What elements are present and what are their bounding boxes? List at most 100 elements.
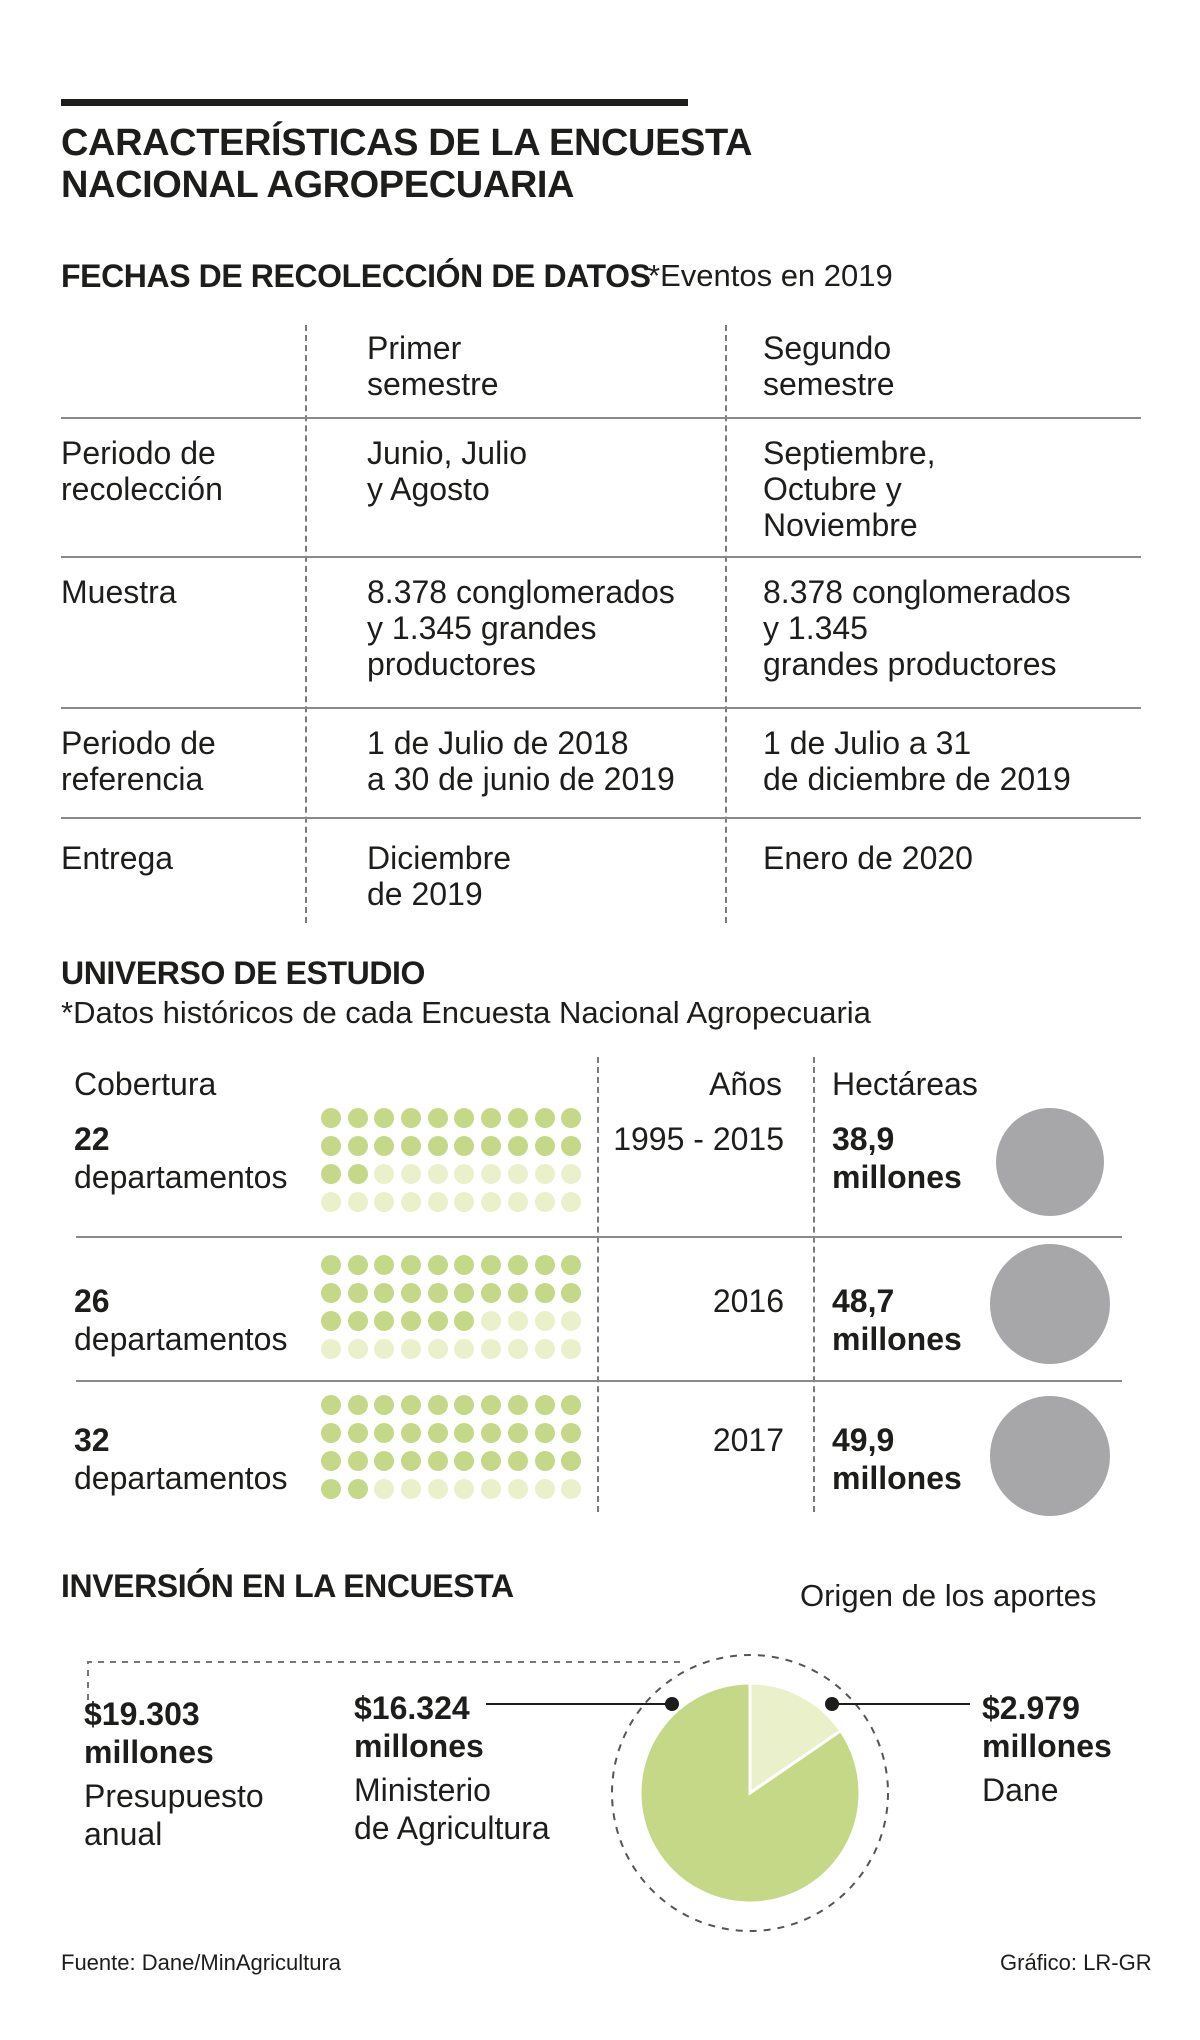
department-dot-filled bbox=[321, 1395, 341, 1415]
hectares-header: Hectáreas bbox=[832, 1066, 978, 1102]
dane-unit: millones bbox=[982, 1728, 1112, 1764]
department-dot-filled bbox=[401, 1311, 422, 1331]
department-dot-empty bbox=[401, 1479, 422, 1499]
department-dot-filled bbox=[401, 1108, 422, 1128]
department-dot-empty bbox=[427, 1164, 448, 1184]
department-dot-filled bbox=[347, 1255, 368, 1275]
dot-grid-32 bbox=[321, 1395, 582, 1499]
department-dot-filled bbox=[534, 1108, 555, 1128]
page-title-line1: CARACTERÍSTICAS DE LA ENCUESTA bbox=[61, 122, 753, 164]
row-label-line: Periodo de bbox=[61, 435, 216, 471]
hectares-value: 48,7 bbox=[832, 1283, 895, 1319]
dates-heading: FECHAS DE RECOLECCIÓN DE DATOS bbox=[61, 258, 651, 294]
department-dot-filled bbox=[321, 1479, 341, 1499]
department-dot-empty bbox=[454, 1192, 475, 1212]
hectares-unit: millones bbox=[832, 1460, 962, 1496]
table-row-divider bbox=[61, 707, 1141, 709]
coverage-header: Cobertura bbox=[74, 1066, 217, 1102]
table-row-divider bbox=[61, 817, 1141, 819]
row-label-reference-period: Periodo de referencia bbox=[61, 725, 216, 797]
department-dot-filled bbox=[534, 1136, 555, 1156]
origin-label: Origen de los aportes bbox=[800, 1578, 1097, 1613]
cell-line: 1 de Julio a 31 bbox=[763, 725, 972, 761]
department-dot-filled bbox=[534, 1451, 555, 1471]
hectares-value: 49,9 bbox=[832, 1422, 895, 1458]
department-dot-filled bbox=[374, 1255, 395, 1275]
years-value: 2017 bbox=[712, 1422, 784, 1458]
department-dot-filled bbox=[321, 1451, 341, 1471]
budget-desc-line: Presupuesto bbox=[84, 1778, 264, 1814]
department-dot-filled bbox=[534, 1255, 555, 1275]
coverage-unit: departamentos bbox=[74, 1159, 288, 1195]
first-reference-period: 1 de Julio de 2018 a 30 de junio de 2019 bbox=[367, 725, 675, 797]
pie-slice-dane bbox=[748, 1681, 843, 1796]
department-dot-filled bbox=[321, 1423, 341, 1443]
row-label-line: Periodo de bbox=[61, 725, 216, 761]
first-semester-header-line2: semestre bbox=[367, 366, 499, 402]
ministry-leader-dot bbox=[665, 1697, 679, 1711]
budget-unit: millones bbox=[84, 1734, 214, 1770]
universe-note: *Datos históricos de cada Encuesta Nacio… bbox=[61, 995, 871, 1030]
column-divider-1 bbox=[305, 325, 307, 923]
page-title: CARACTERÍSTICAS DE LA ENCUESTA NACIONAL … bbox=[61, 122, 752, 206]
department-dot-filled bbox=[561, 1283, 582, 1303]
department-dot-filled bbox=[507, 1451, 528, 1471]
second-delivery: Enero de 2020 bbox=[763, 840, 973, 876]
second-reference-period: 1 de Julio a 31 de diciembre de 2019 bbox=[763, 725, 1071, 797]
department-dot-empty bbox=[401, 1192, 422, 1212]
department-dot-filled bbox=[561, 1423, 582, 1443]
department-dot-empty bbox=[507, 1339, 528, 1359]
investment-heading: INVERSIÓN EN LA ENCUESTA bbox=[61, 1568, 514, 1604]
cell-line: de diciembre de 2019 bbox=[763, 761, 1071, 797]
department-dot-filled bbox=[401, 1395, 422, 1415]
department-dot-filled bbox=[507, 1283, 528, 1303]
row-label-line: recolección bbox=[61, 471, 223, 507]
hectares-49-9: 49,9 millones bbox=[832, 1421, 962, 1497]
department-dot-filled bbox=[401, 1451, 422, 1471]
department-dot-filled bbox=[347, 1283, 368, 1303]
dane-label: $2.979 millones Dane bbox=[982, 1689, 1112, 1809]
department-dot-empty bbox=[347, 1339, 368, 1359]
coverage-count: 26 bbox=[74, 1283, 110, 1319]
department-dot-filled bbox=[321, 1311, 341, 1331]
department-dot-filled bbox=[481, 1255, 502, 1275]
cell-line: Noviembre bbox=[763, 507, 918, 543]
cell-line: grandes productores bbox=[763, 646, 1057, 682]
department-dot-empty bbox=[561, 1479, 582, 1499]
budget-connector bbox=[87, 1661, 680, 1700]
department-dot-filled bbox=[427, 1395, 448, 1415]
department-dot-filled bbox=[347, 1311, 368, 1331]
department-dot-filled bbox=[374, 1395, 395, 1415]
second-semester-header-line2: semestre bbox=[763, 366, 895, 402]
universe-row-divider bbox=[76, 1236, 1122, 1238]
department-dot-empty bbox=[374, 1164, 395, 1184]
graphic-credit: Gráfico: LR-GR bbox=[1000, 1950, 1152, 1975]
cell-line: 8.378 conglomerados bbox=[367, 574, 675, 610]
dane-value: $2.979 bbox=[982, 1690, 1080, 1726]
department-dot-filled bbox=[534, 1423, 555, 1443]
department-dot-empty bbox=[534, 1164, 555, 1184]
hectares-circle bbox=[990, 1244, 1110, 1364]
department-dot-empty bbox=[321, 1192, 341, 1212]
department-dot-empty bbox=[374, 1479, 395, 1499]
cell-line: y 1.345 bbox=[763, 610, 868, 646]
table-row-divider bbox=[61, 417, 1141, 419]
department-dot-empty bbox=[481, 1164, 502, 1184]
cell-line: Junio, Julio bbox=[367, 435, 528, 471]
department-dot-filled bbox=[561, 1451, 582, 1471]
department-dot-filled bbox=[321, 1164, 341, 1184]
department-dot-filled bbox=[347, 1164, 368, 1184]
department-dot-empty bbox=[507, 1479, 528, 1499]
budget-value: $19.303 bbox=[84, 1696, 200, 1732]
years-header: Años bbox=[709, 1066, 782, 1102]
department-dot-filled bbox=[481, 1395, 502, 1415]
department-dot-filled bbox=[561, 1255, 582, 1275]
department-dot-filled bbox=[374, 1283, 395, 1303]
cell-line: Septiembre, bbox=[763, 435, 936, 471]
department-dot-filled bbox=[374, 1108, 395, 1128]
department-dot-empty bbox=[481, 1339, 502, 1359]
department-dot-empty bbox=[347, 1192, 368, 1212]
department-dot-empty bbox=[481, 1479, 502, 1499]
department-dot-filled bbox=[374, 1451, 395, 1471]
first-semester-header: Primer semestre bbox=[367, 330, 499, 402]
